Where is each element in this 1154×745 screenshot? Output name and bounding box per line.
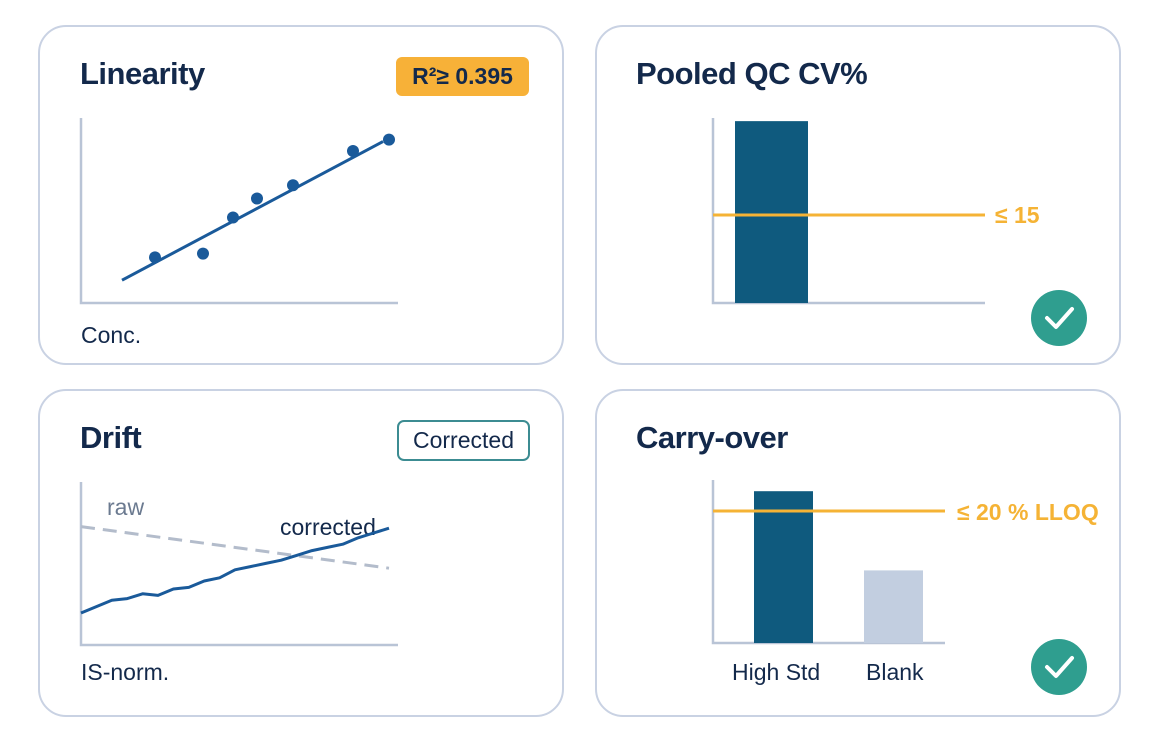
corrected-label: corrected <box>280 514 376 540</box>
corrected-line <box>80 526 390 615</box>
data-point <box>383 133 395 146</box>
linearity-x-label: Conc. <box>81 322 142 348</box>
check-circle-icon <box>1031 290 1087 346</box>
drift-x-label: IS-norm. <box>81 659 170 685</box>
checkmark-icon <box>1045 656 1074 678</box>
pooled-qc-axes <box>711 118 985 305</box>
raw-line <box>80 525 390 570</box>
linearity-title: Linearity <box>80 56 205 91</box>
fit-line <box>121 140 384 282</box>
check-circle-icon <box>1031 639 1087 695</box>
pooled-qc-title: Pooled QC CV% <box>636 56 868 91</box>
corrected-badge: Corrected <box>397 420 530 461</box>
blank-bar <box>864 570 923 643</box>
linearity-axes <box>79 118 398 305</box>
r-squared-badge: R²≥ 0.395 <box>396 57 529 96</box>
data-point <box>287 179 299 192</box>
cv-threshold-label: ≤ 15 <box>995 202 1040 228</box>
cv-bar <box>735 121 808 303</box>
carry-over-title: Carry-over <box>636 420 788 455</box>
blank-label: Blank <box>866 659 924 685</box>
high-std-bar <box>754 491 813 643</box>
data-point <box>227 211 239 224</box>
carry-threshold-label: ≤ 20 % LLOQ <box>957 499 1099 525</box>
drift-title: Drift <box>80 420 142 455</box>
data-point <box>149 251 161 264</box>
data-point <box>347 145 359 157</box>
data-point <box>251 192 263 205</box>
raw-label: raw <box>107 494 145 520</box>
checkmark-icon <box>1045 307 1074 329</box>
data-point <box>197 247 209 260</box>
high-std-label: High Std <box>732 659 821 685</box>
drift-axes <box>79 482 398 647</box>
